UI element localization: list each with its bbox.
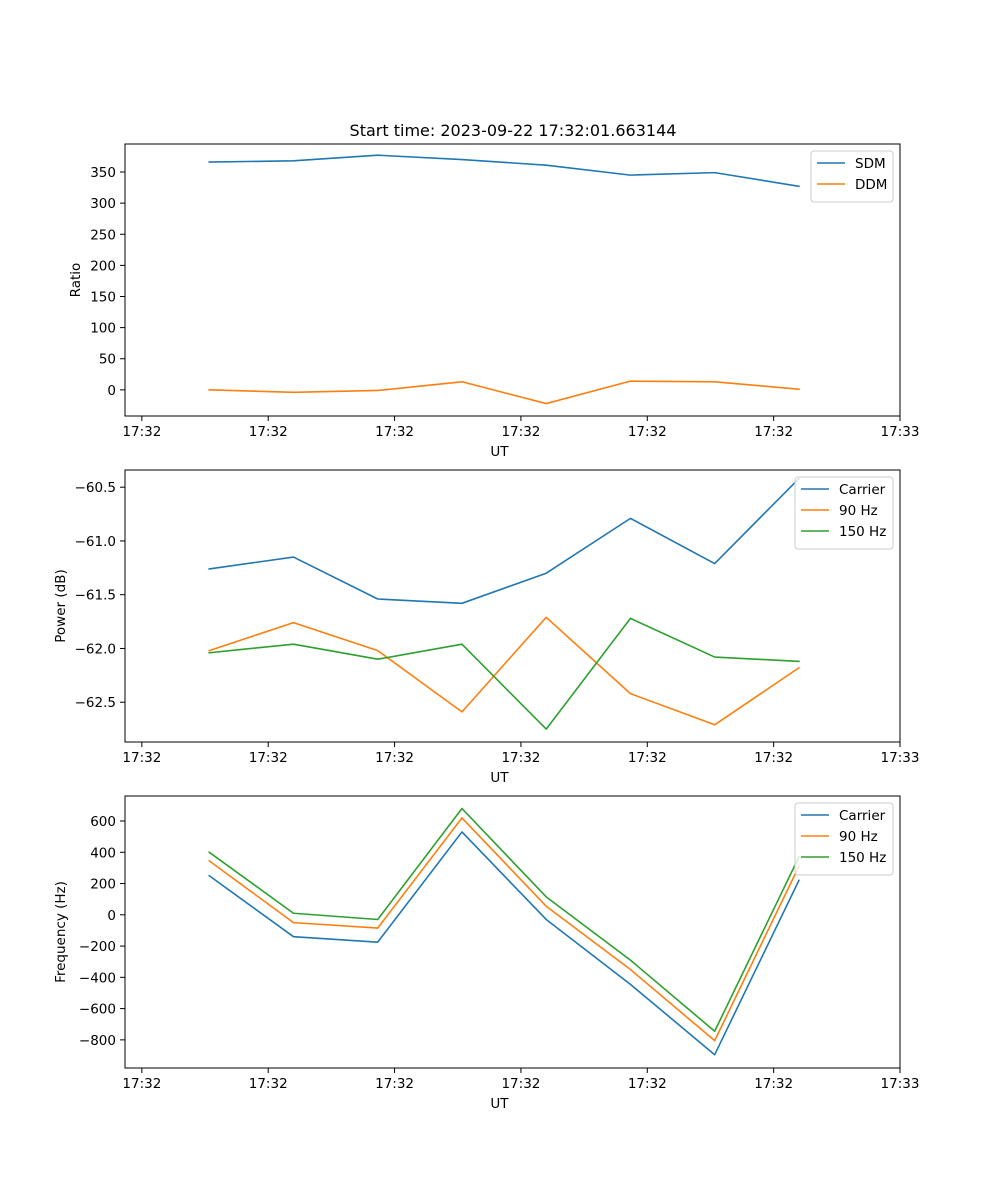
frequency-x-tick-label: 17:32 — [754, 1076, 793, 1092]
ratio-x-tick-label: 17:32 — [249, 424, 288, 440]
frequency-series-carrier-line — [208, 831, 800, 1056]
ratio-x-axis-label: UT — [490, 444, 509, 460]
power-x-tick-label: 17:32 — [122, 750, 161, 766]
power-series-carrier-line — [208, 477, 801, 605]
power-y-axis-label: Power (dB) — [53, 569, 69, 642]
frequency-series-90-hz-line — [208, 817, 800, 1042]
ratio-y-tick-label: 250 — [90, 227, 116, 243]
frequency-y-tick-label: 600 — [90, 814, 116, 830]
ratio-x-tick-label: 17:32 — [628, 424, 667, 440]
power-x-tick-label: 17:32 — [249, 750, 288, 766]
ratio-y-tick-label: 100 — [90, 321, 116, 337]
frequency-x-tick-label: 17:32 — [249, 1076, 288, 1092]
power-y-tick-label: −60.5 — [75, 480, 116, 496]
frequency-plot-frame — [124, 795, 901, 1069]
power-series-150-hz-line — [208, 617, 800, 730]
power-x-tick-label: 17:32 — [375, 750, 414, 766]
power-x-tick-label: 17:32 — [754, 750, 793, 766]
figure-title: Start time: 2023-09-22 17:32:01.663144 — [350, 121, 677, 140]
ratio-legend: SDM DDM — [810, 150, 894, 203]
frequency-x-tick-label: 17:32 — [375, 1076, 414, 1092]
ratio-legend-label-ddm: DDM — [855, 177, 887, 193]
power-series-90-hz-line — [208, 616, 801, 726]
power-legend-label-carrier: Carrier — [839, 482, 886, 498]
ratio-y-tick-label: 350 — [90, 165, 116, 181]
frequency-y-tick-label: 0 — [107, 908, 116, 924]
frequency-x-tick-label: 17:33 — [881, 1076, 920, 1092]
power-legend: Carrier 90 Hz 150 Hz — [794, 476, 894, 550]
frequency-x-tick-label: 17:32 — [501, 1076, 540, 1092]
frequency-x-axis-label: UT — [490, 1096, 509, 1112]
frequency-y-tick-label: 200 — [90, 877, 116, 893]
ratio-x-tick-label: 17:32 — [501, 424, 540, 440]
power-y-tick-label: −62.0 — [75, 641, 116, 657]
ratio-x-tick-label: 17:32 — [122, 424, 161, 440]
ratio-legend-label-sdm: SDM — [855, 156, 886, 172]
ratio-x-tick-label: 17:32 — [754, 424, 793, 440]
frequency-legend-label-carrier: Carrier — [839, 808, 886, 824]
frequency-legend-label-90-hz: 90 Hz — [839, 829, 878, 845]
frequency-y-tick-label: −400 — [79, 970, 116, 986]
frequency-y-tick-label: −600 — [79, 1002, 116, 1018]
frequency-x-tick-label: 17:32 — [122, 1076, 161, 1092]
frequency-legend: Carrier 90 Hz 150 Hz — [794, 802, 894, 876]
ratio-y-tick-label: 0 — [107, 383, 116, 399]
ratio-y-tick-label: 150 — [90, 289, 116, 305]
power-plot-frame — [124, 469, 901, 743]
power-panel: 17:32 17:32 17:32 17:32 17:32 17:32 17:33 −62.5… — [53, 469, 920, 786]
frequency-panel: 17:32 17:32 17:32 17:32 17:32 17:32 17:33 −800 −… — [53, 795, 920, 1112]
ratio-plot-frame — [124, 143, 901, 417]
power-legend-label-150-hz: 150 Hz — [839, 524, 886, 540]
frequency-y-tick-label: −800 — [79, 1033, 116, 1049]
ratio-x-tick-label: 17:32 — [375, 424, 414, 440]
frequency-legend-label-150-hz: 150 Hz — [839, 850, 886, 866]
frequency-y-tick-label: −200 — [79, 939, 116, 955]
power-legend-label-90-hz: 90 Hz — [839, 503, 878, 519]
power-x-tick-label: 17:32 — [628, 750, 667, 766]
frequency-y-axis-label: Frequency (Hz) — [53, 881, 69, 983]
power-y-tick-label: −62.5 — [75, 695, 116, 711]
power-x-tick-label: 17:33 — [881, 750, 920, 766]
frequency-y-tick-label: 400 — [90, 845, 116, 861]
ratio-y-tick-label: 50 — [99, 352, 116, 368]
frequency-x-tick-label: 17:32 — [628, 1076, 667, 1092]
power-x-axis-label: UT — [490, 770, 509, 786]
power-x-tick-label: 17:32 — [501, 750, 540, 766]
ratio-series-sdm-line — [208, 154, 800, 188]
ratio-y-tick-label: 300 — [90, 196, 116, 212]
ratio-y-axis-label: Ratio — [68, 263, 84, 298]
ratio-y-tick-label: 200 — [90, 258, 116, 274]
ratio-x-tick-label: 17:33 — [881, 424, 920, 440]
ratio-series-ddm-line — [208, 380, 800, 405]
ratio-panel: 17:32 17:32 17:32 17:32 17:32 17:32 17:33 0 50 10… — [68, 143, 920, 460]
power-y-tick-label: −61.5 — [75, 588, 116, 604]
frequency-series-150-hz-line — [208, 807, 800, 1033]
power-y-tick-label: −61.0 — [75, 534, 116, 550]
